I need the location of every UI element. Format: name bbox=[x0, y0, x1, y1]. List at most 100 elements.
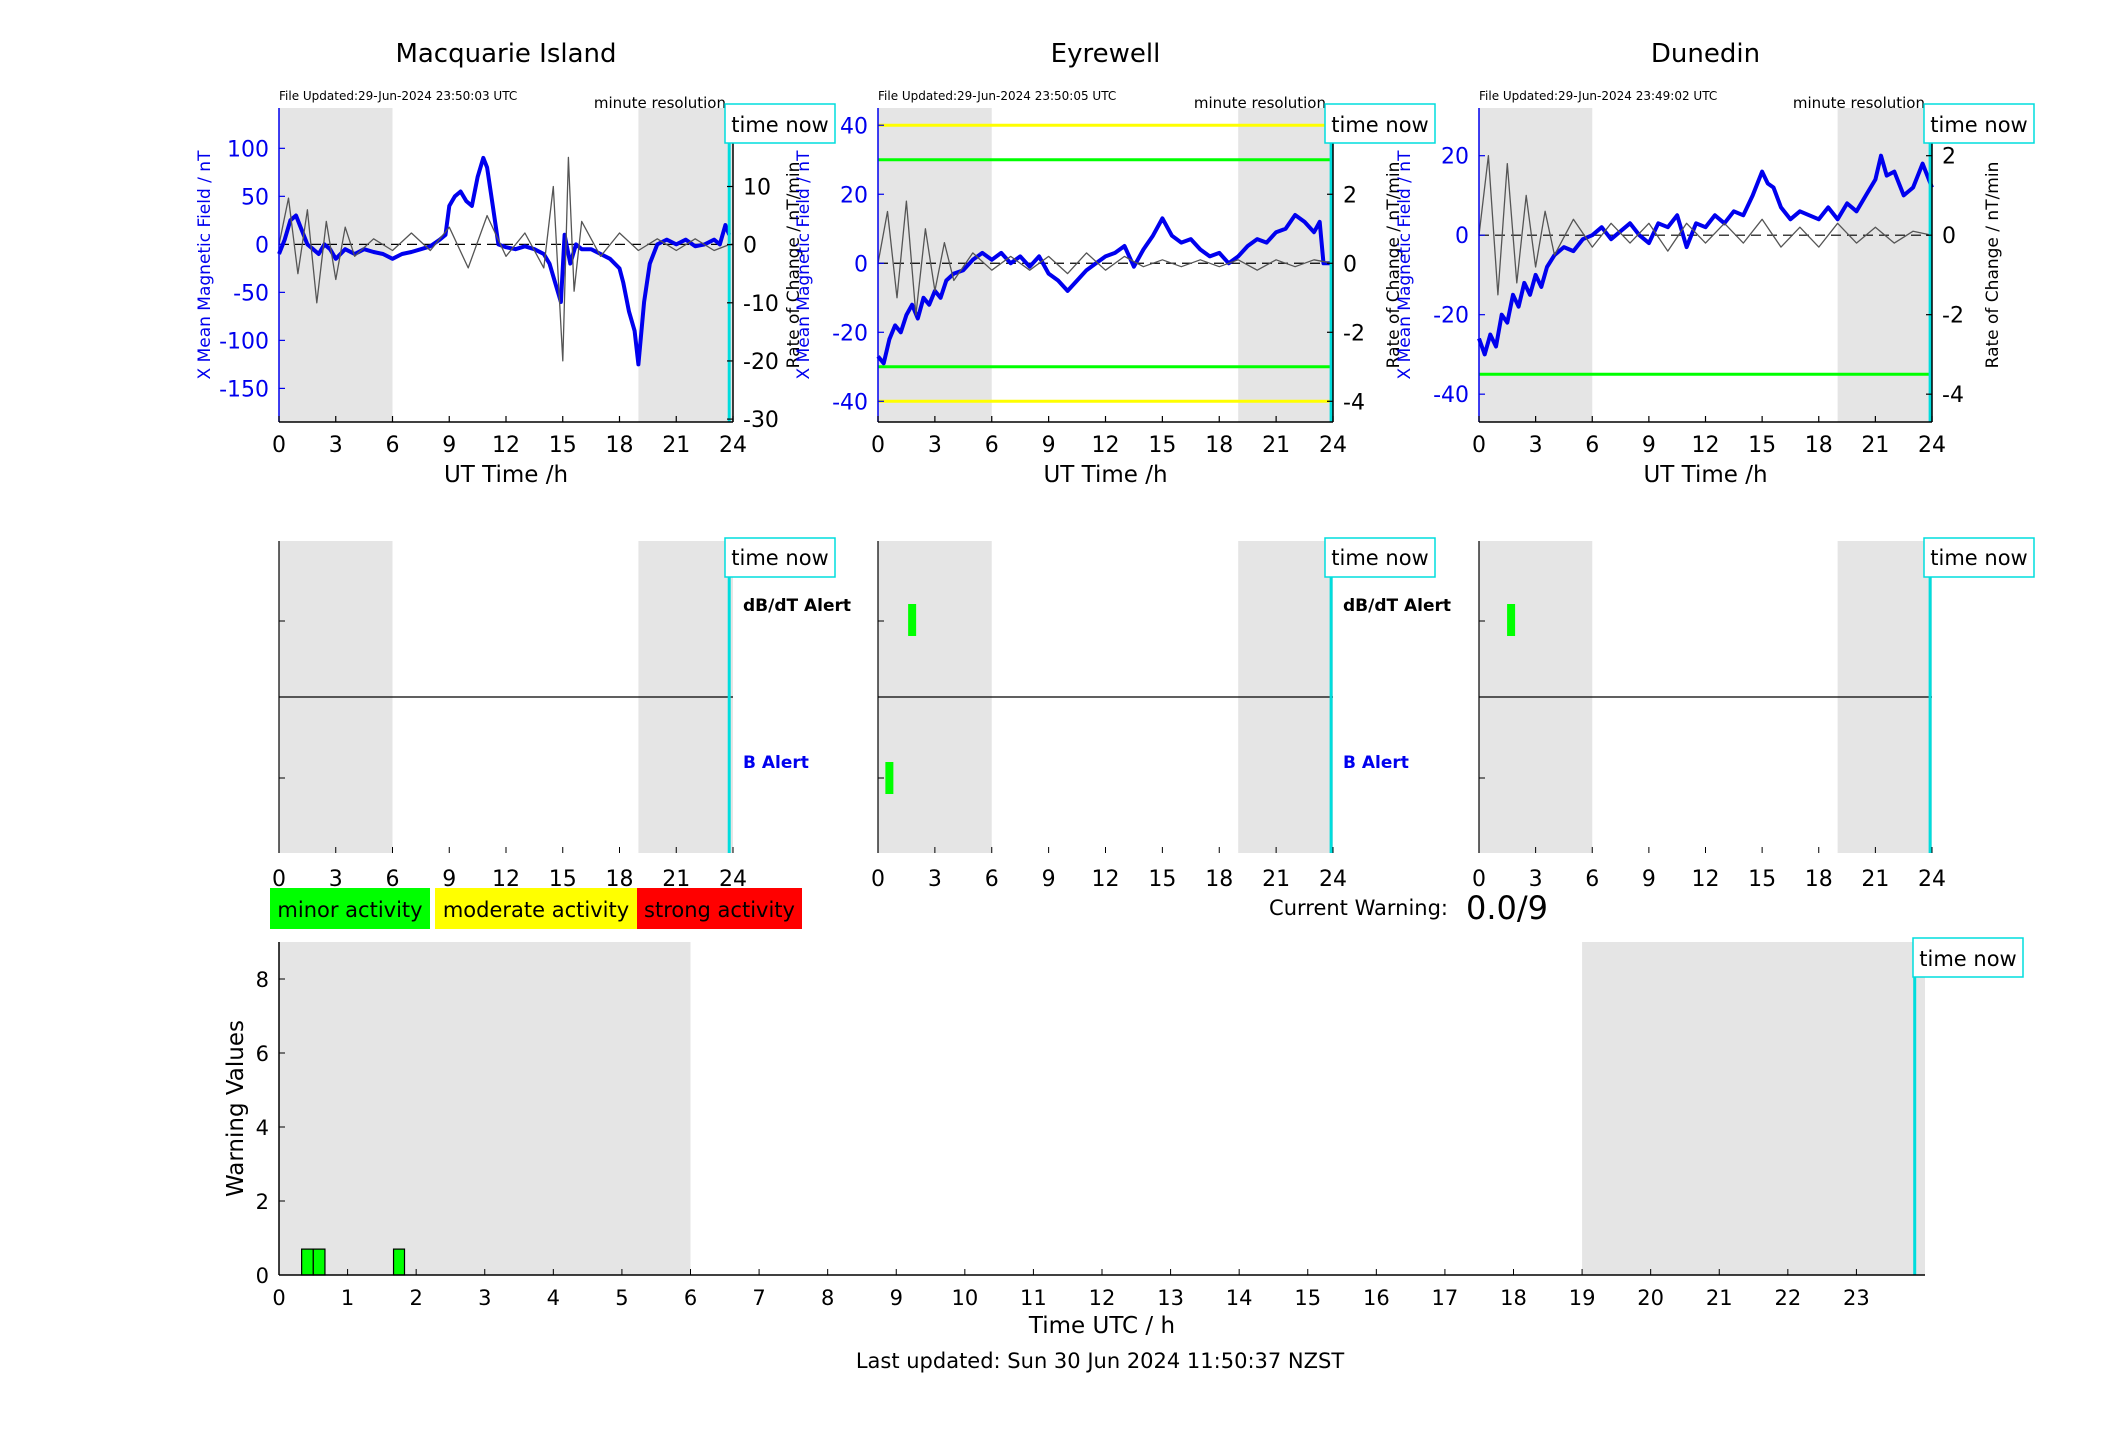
x-tick-label: 18 bbox=[1205, 433, 1233, 458]
y-tick-label-left: 0 bbox=[255, 233, 269, 258]
y-tick-label-right: -30 bbox=[743, 408, 779, 433]
y-tick-label-right: -20 bbox=[743, 350, 779, 375]
x-tick-label: 12 bbox=[1692, 433, 1720, 458]
alert-panel-1: 0 3 6 9 12 15 18 21 24 dB/dT Alert B Alert time now bbox=[871, 537, 1451, 892]
x-tick-label: 12 bbox=[1089, 1286, 1116, 1310]
y-tick-label-left: -20 bbox=[1433, 304, 1469, 329]
night-band bbox=[1837, 108, 1932, 422]
field-series-line bbox=[277, 155, 732, 367]
x-tick-label: 9 bbox=[890, 1286, 903, 1310]
rate-series-line bbox=[278, 156, 730, 362]
x-tick-label: 6 bbox=[985, 433, 999, 458]
y-tick-label-right: 2 bbox=[1942, 145, 1956, 170]
y-tick-label-right: -2 bbox=[1942, 304, 1964, 329]
time-now-label: time now bbox=[1930, 546, 2027, 570]
station-chart-1: 03691215182124-40-2002040-4-2024Eyrewell… bbox=[794, 39, 1436, 488]
time-now-label: time now bbox=[731, 113, 828, 137]
time-now-label: time now bbox=[1331, 546, 1428, 570]
y-tick-label: 2 bbox=[256, 1190, 269, 1214]
chart-title: Eyrewell bbox=[1051, 39, 1161, 69]
x-tick-label: 0 bbox=[871, 433, 885, 458]
x-tick-label: 3 bbox=[928, 867, 942, 892]
x-tick-label: 21 bbox=[1861, 433, 1889, 458]
night-band bbox=[279, 942, 691, 1275]
y-tick-label-left: -100 bbox=[219, 329, 269, 354]
legend-minor-swatch bbox=[270, 888, 430, 929]
x-tick-label: 15 bbox=[1748, 867, 1776, 892]
x-tick-label: 0 bbox=[871, 867, 885, 892]
b-alert-label: B Alert bbox=[1343, 753, 1409, 773]
x-tick-label: 20 bbox=[1637, 1286, 1664, 1310]
file-updated-text: File Updated:29-Jun-2024 23:50:05 UTC bbox=[878, 89, 1116, 103]
x-tick-label: 3 bbox=[928, 433, 942, 458]
y-tick-label-right: 10 bbox=[743, 176, 771, 201]
y-tick-label-left: -40 bbox=[1433, 383, 1469, 408]
x-tick-label: 1 bbox=[341, 1286, 354, 1310]
y-tick-label-left: 0 bbox=[1455, 224, 1469, 249]
chart-title: Macquarie Island bbox=[395, 39, 616, 69]
resolution-text: minute resolution bbox=[1194, 94, 1326, 112]
y-tick-label-left: 0 bbox=[854, 252, 868, 277]
legend-strong-label: strong activity bbox=[644, 898, 795, 922]
file-updated-text: File Updated:29-Jun-2024 23:49:02 UTC bbox=[1479, 89, 1717, 103]
current-warning-value: 0.0/9 bbox=[1466, 889, 1548, 927]
station-chart-2: 0 3 6 9 12 15 18 21 24-40-20020-4-202DunedinFile… bbox=[1395, 39, 2035, 488]
y-tick-label-left: 20 bbox=[1441, 145, 1469, 170]
time-now-box bbox=[1324, 537, 1436, 578]
time-now-label: time now bbox=[1331, 113, 1428, 137]
x-tick-label: 24 bbox=[719, 433, 747, 458]
x-tick-label: 18 bbox=[1205, 867, 1233, 892]
x-tick-label: 12 bbox=[1092, 433, 1120, 458]
x-tick-label: 9 bbox=[442, 867, 456, 892]
activity-legend: minor activity moderate activity strong ac… bbox=[270, 888, 802, 929]
y-tick-label-left: 50 bbox=[241, 185, 269, 210]
legend-minor-label: minor activity bbox=[277, 898, 422, 922]
x-tick-label: 12 bbox=[1092, 867, 1120, 892]
x-tick-label: 12 bbox=[492, 867, 520, 892]
x-tick-label: 9 bbox=[1642, 867, 1656, 892]
x-tick-label: 6 bbox=[1585, 433, 1599, 458]
y-tick-label: 0 bbox=[256, 1264, 269, 1288]
x-tick-label: 18 bbox=[1500, 1286, 1527, 1310]
y-tick-label-right: -10 bbox=[743, 292, 779, 317]
y-tick-label-right: 0 bbox=[1343, 252, 1357, 277]
y-tick-label-left: -20 bbox=[832, 321, 868, 346]
night-band bbox=[1238, 108, 1333, 422]
x-axis-label: Time UTC / h bbox=[1028, 1313, 1175, 1339]
x-tick-label: 22 bbox=[1774, 1286, 1801, 1310]
y-axis-label-right: Rate of Change / nT/min bbox=[784, 162, 804, 369]
x-tick-label: 13 bbox=[1157, 1286, 1184, 1310]
x-tick-label: 16 bbox=[1363, 1286, 1390, 1310]
x-tick-label: 0 bbox=[272, 433, 286, 458]
x-axis-label: UT Time /h bbox=[444, 462, 568, 488]
x-tick-label: 24 bbox=[1918, 867, 1946, 892]
y-tick-label: 4 bbox=[256, 1116, 269, 1140]
x-tick-label: 8 bbox=[821, 1286, 834, 1310]
file-updated-text: File Updated:29-Jun-2024 23:50:03 UTC bbox=[279, 89, 517, 103]
x-tick-label: 12 bbox=[1692, 867, 1720, 892]
y-axis-label-right: Rate of Change / nT/min bbox=[1983, 162, 2003, 369]
x-tick-label: 24 bbox=[1319, 867, 1347, 892]
x-tick-label: 11 bbox=[1020, 1286, 1047, 1310]
y-axis-label-left: X Mean Magnetic Field / nT bbox=[195, 150, 215, 380]
y-tick-label-right: -2 bbox=[1343, 321, 1365, 346]
x-tick-label: 14 bbox=[1226, 1286, 1253, 1310]
x-tick-label: 6 bbox=[1585, 867, 1599, 892]
y-axis-label-left: X Mean Magnetic Field / nT bbox=[794, 150, 814, 380]
x-tick-label: 9 bbox=[1042, 867, 1056, 892]
x-tick-label: 9 bbox=[442, 433, 456, 458]
x-tick-label: 10 bbox=[951, 1286, 978, 1310]
alert-panel-0: 0 3 6 9 12 15 18 21 24 dB/dT Alert B Alert time now bbox=[272, 537, 851, 892]
y-tick-label-right: -4 bbox=[1343, 390, 1365, 415]
time-now-box bbox=[1923, 103, 2035, 144]
y-axis-label: Warning Values bbox=[223, 1020, 249, 1197]
x-tick-label: 24 bbox=[1319, 433, 1347, 458]
chart-title: Dunedin bbox=[1651, 39, 1760, 69]
last-updated-text: Last updated: Sun 30 Jun 2024 11:50:37 N… bbox=[856, 1349, 1345, 1373]
night-band bbox=[1582, 942, 1925, 1275]
x-tick-label: 6 bbox=[985, 867, 999, 892]
rate-series-line bbox=[1478, 155, 1933, 296]
time-now-box bbox=[1324, 103, 1436, 144]
x-tick-label: 7 bbox=[752, 1286, 765, 1310]
x-tick-label: 24 bbox=[719, 867, 747, 892]
